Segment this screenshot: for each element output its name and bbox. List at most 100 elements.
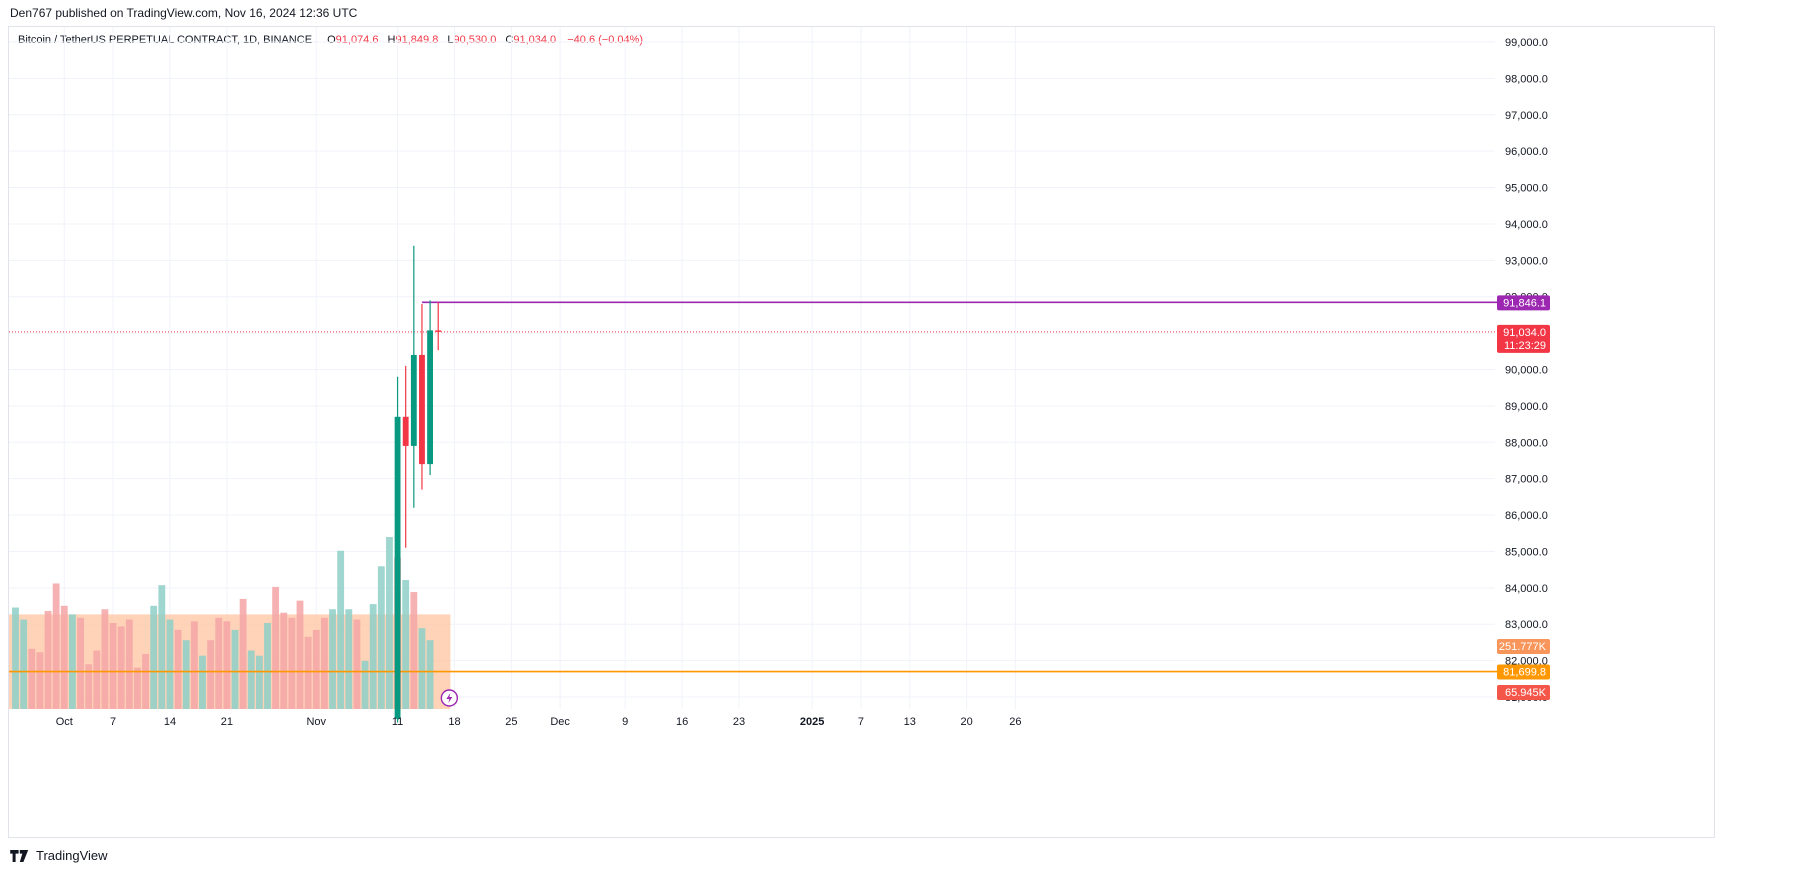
time-tick-label: 13: [904, 716, 916, 728]
price-tick-label: 84,000.0: [1505, 583, 1548, 595]
time-tick-label: 7: [110, 716, 116, 728]
price-tick-label: 85,000.0: [1505, 546, 1548, 558]
volume-bars: [9, 537, 451, 709]
volume-bar: [264, 623, 271, 709]
volume-bar: [320, 617, 328, 709]
time-tick-label: 18: [448, 716, 460, 728]
candle-body: [435, 330, 442, 332]
candle-body: [427, 330, 434, 465]
time-tick-label: 7: [858, 716, 864, 728]
volume-bar: [255, 655, 263, 709]
time-tick-label: 14: [164, 716, 176, 728]
volume-bar: [353, 619, 361, 709]
candle-body: [402, 416, 409, 446]
price-tick-label: 94,000.0: [1505, 219, 1548, 231]
price-tick-label: 87,000.0: [1505, 474, 1548, 486]
volume-bar: [361, 660, 369, 709]
publisher-line: Den767 published on TradingView.com, Nov…: [10, 6, 358, 20]
volume-max-tag-text: 251.777K: [1499, 641, 1547, 653]
grid-lines: [9, 27, 1495, 709]
volume-bar: [117, 626, 125, 709]
volume-bar: [377, 566, 385, 709]
volume-bar: [280, 612, 288, 709]
volume-bar: [329, 609, 336, 709]
time-tick-label: Dec: [550, 716, 570, 728]
volume-current-tag-bg: [1497, 685, 1550, 700]
volume-bar: [337, 550, 345, 709]
time-tick-label: Oct: [56, 716, 73, 728]
volume-bar: [150, 605, 158, 709]
volume-bar: [418, 628, 426, 709]
support-tag-text: 81,699.8: [1503, 667, 1546, 679]
volume-bar: [386, 537, 393, 709]
volume-bar: [312, 629, 320, 709]
volume-bar: [231, 629, 239, 709]
volume-bar: [239, 598, 247, 709]
volume-bar: [142, 653, 149, 709]
support-tag-bg: [1497, 664, 1550, 680]
last-price-tag-text: 11:23:29: [1504, 340, 1546, 352]
volume-bar: [68, 614, 76, 709]
volume-bar: [44, 610, 52, 709]
open-value: 91,074.6: [335, 34, 379, 46]
candle-body: [394, 416, 401, 719]
time-axis[interactable]: Oct 7 14 21 Nov 11 18 25 Dec 9 16 23 2025 7 13 20 26: [56, 716, 1022, 728]
candle[interactable]: [419, 304, 425, 490]
chart-frame: [8, 26, 1715, 838]
candles[interactable]: [394, 245, 442, 723]
time-tick-label: Nov: [306, 716, 326, 728]
time-tick-label: 23: [733, 716, 745, 728]
candle-body: [419, 354, 425, 465]
candle[interactable]: [410, 245, 417, 508]
price-tick-label: 88,000.0: [1505, 437, 1548, 449]
volume-bar: [93, 650, 101, 709]
last-price-tag-text: 91,034.0: [1503, 327, 1546, 339]
volume-bar: [101, 609, 109, 709]
volume-bar: [182, 640, 190, 709]
volume-bar: [288, 617, 296, 709]
price-tick-label: 96,000.0: [1505, 146, 1548, 158]
price-tick-label: 90,000.0: [1505, 365, 1548, 377]
price-tick-label: 95,000.0: [1505, 183, 1548, 195]
time-tick-label: 25: [505, 716, 517, 728]
volume-bar: [52, 583, 60, 709]
open-key: O: [327, 34, 336, 46]
close-value: 91,034.0: [513, 34, 557, 46]
time-tick-label: 11: [392, 716, 403, 728]
volume-bar: [60, 605, 68, 709]
low-value: 90,530.0: [453, 34, 497, 46]
price-tick-label: 83,000.0: [1505, 619, 1548, 631]
volume-current-tag-text: 65.945K: [1505, 687, 1547, 699]
candle[interactable]: [435, 302, 442, 351]
symbol-legend: Bitcoin / TetherUS PERPETUAL CONTRACT, 1…: [18, 34, 643, 46]
high-key: H: [387, 34, 396, 46]
last-price-tag-bg: [1497, 324, 1550, 353]
volume-bar: [199, 655, 206, 709]
high-value: 91,849.8: [395, 34, 439, 46]
time-tick-label: 20: [960, 716, 972, 728]
price-tick-label: 86,000.0: [1505, 510, 1548, 522]
horizontal-levels[interactable]: [9, 301, 1497, 673]
change-value: −40.6 (−0.04%): [567, 34, 644, 46]
candle[interactable]: [402, 365, 409, 548]
price-tick-label: 97,000.0: [1505, 110, 1548, 122]
volume-bar: [215, 617, 223, 709]
volume-bar: [296, 600, 304, 709]
volume-bar: [223, 621, 231, 709]
candle-body: [410, 354, 417, 446]
candle[interactable]: [427, 300, 434, 476]
volume-bar: [158, 585, 166, 709]
volume-bar: [304, 636, 312, 709]
price-tick-label: 93,000.0: [1505, 255, 1548, 267]
volume-bar: [190, 621, 198, 709]
volume-bar: [207, 640, 215, 709]
symbol-title[interactable]: Bitcoin / TetherUS PERPETUAL CONTRACT, 1…: [18, 34, 313, 46]
volume-bar: [109, 623, 117, 709]
time-tick-label: 16: [676, 716, 688, 728]
volume-bar: [247, 650, 255, 709]
price-axis[interactable]: 99,000.0 98,000.0 97,000.0 96,000.0 95,000.0…: [1505, 37, 1548, 704]
candle[interactable]: [394, 376, 401, 723]
volume-bar: [410, 592, 418, 709]
volume-bar: [134, 667, 141, 709]
